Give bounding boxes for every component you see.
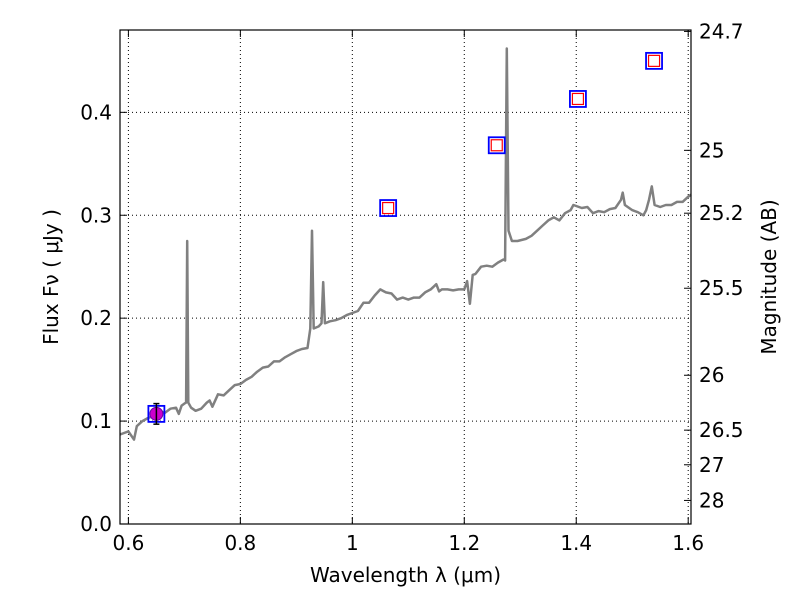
y2-tick-label: 28 <box>699 488 724 512</box>
y2-tick-label: 25 <box>699 138 724 162</box>
x-tick-label: 1 <box>346 531 359 555</box>
y-tick-label: 0.1 <box>80 409 112 433</box>
photometry-markers <box>147 51 663 425</box>
x-tick-label: 0.6 <box>112 531 144 555</box>
x-tick-label: 1.4 <box>560 531 592 555</box>
photometry-point <box>645 51 663 70</box>
x-axis-label: Wavelength λ (μm) <box>310 563 501 587</box>
photometry-outer-box <box>645 51 663 70</box>
spectrum-line-group <box>119 47 692 441</box>
photometry-point <box>569 90 587 108</box>
photometry-inner-box <box>490 139 503 152</box>
x-tick-label: 1.6 <box>672 531 704 555</box>
photometry-inner-box <box>382 201 395 215</box>
y2-tick-label: 25.2 <box>699 201 744 225</box>
measured-point <box>147 402 166 425</box>
y-tick-label: 0.0 <box>80 512 112 536</box>
x-tick-label: 1.2 <box>448 531 480 555</box>
photometry-inner-box <box>647 54 661 67</box>
photometry-outer-box <box>487 136 506 155</box>
tick-labels: 0.6 0.8 1 1.2 1.4 1.6 0.0 0.1 0.2 0.3 0.4 24.7 25 25.… <box>80 19 743 555</box>
y2-tick-label: 27 <box>699 453 724 477</box>
y-tick-label: 0.4 <box>80 100 112 124</box>
photometry-outer-box <box>379 199 398 217</box>
y2-tick-label: 24.7 <box>699 19 744 43</box>
x-tick-label: 0.8 <box>224 531 256 555</box>
y2-tick-label: 25.5 <box>699 276 744 300</box>
photometry-point <box>487 136 506 155</box>
y2-tick-label: 26.5 <box>699 418 744 442</box>
y-tick-label: 0.2 <box>80 306 112 330</box>
axis-ticks <box>120 30 691 525</box>
photometry-inner-box <box>571 92 585 106</box>
y-axis-label: Flux Fν ( μJy ) <box>39 209 63 345</box>
y-tick-label: 0.3 <box>80 203 112 227</box>
y2-tick-label: 26 <box>699 363 724 387</box>
plot-frame <box>119 29 692 525</box>
photometry-outer-box <box>569 90 587 108</box>
photometry-point <box>379 199 398 217</box>
spectrum-line <box>119 47 692 441</box>
y2-axis-label: Magnitude (AB) <box>757 199 781 354</box>
